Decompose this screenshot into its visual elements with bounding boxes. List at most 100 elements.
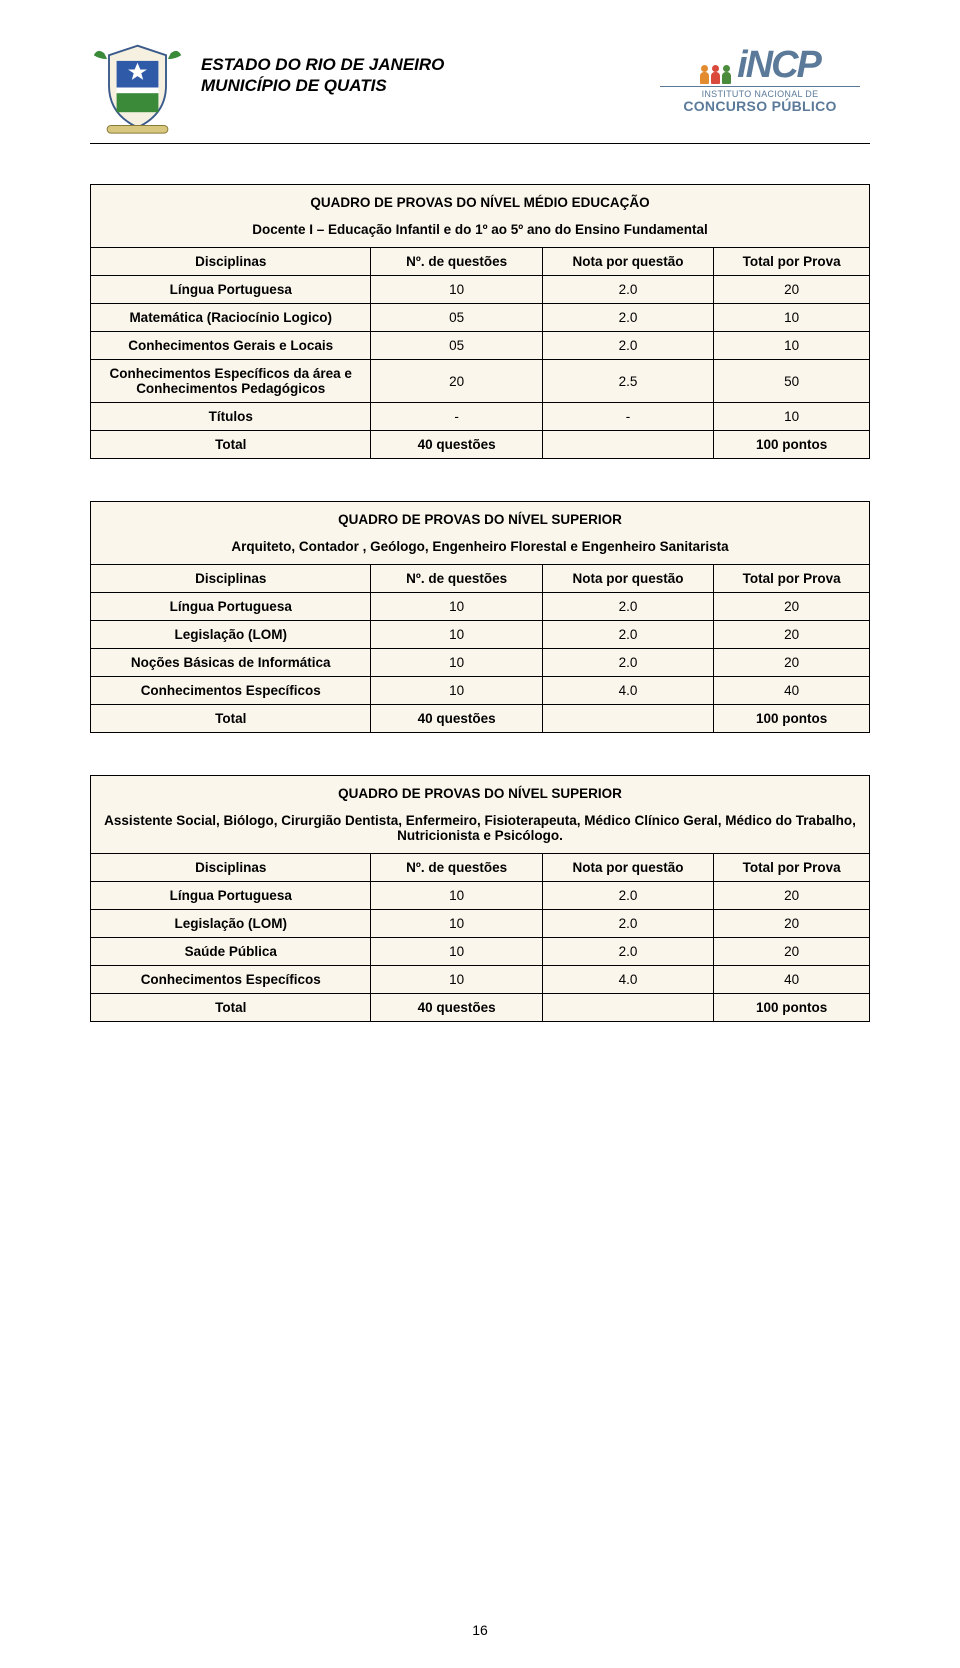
table-row: Língua Portuguesa102.020 <box>91 593 870 621</box>
table-title: QUADRO DE PROVAS DO NÍVEL MÉDIO EDUCAÇÃO… <box>91 185 870 248</box>
row-per: 2.0 <box>542 882 713 910</box>
table-row: Matemática (Raciocínio Logico)052.010 <box>91 304 870 332</box>
row-n: 05 <box>371 304 542 332</box>
incp-people-icon <box>700 65 730 84</box>
total-row: Total40 questões 100 pontos <box>91 994 870 1022</box>
table-subtitle-text: Docente I – Educação Infantil e do 1º ao… <box>101 222 859 237</box>
row-per: 2.0 <box>542 593 713 621</box>
row-total: 20 <box>714 593 870 621</box>
row-n: 10 <box>371 621 542 649</box>
row-total: 10 <box>714 304 870 332</box>
row-per: 2.0 <box>542 621 713 649</box>
table-title-text: QUADRO DE PROVAS DO NÍVEL SUPERIOR <box>101 512 859 527</box>
row-per: 2.0 <box>542 938 713 966</box>
total-n: 40 questões <box>371 705 542 733</box>
column-header: Total por Prova <box>714 248 870 276</box>
table-title: QUADRO DE PROVAS DO NÍVEL SUPERIOR Arquit… <box>91 502 870 565</box>
exam-table: QUADRO DE PROVAS DO NÍVEL SUPERIOR Assist… <box>90 775 870 1022</box>
column-header: Nota por questão <box>542 248 713 276</box>
row-per: - <box>542 403 713 431</box>
row-total: 20 <box>714 910 870 938</box>
total-total: 100 pontos <box>714 705 870 733</box>
row-label: Conhecimentos Específicos <box>91 677 371 705</box>
header-state: ESTADO DO RIO DE JANEIRO <box>201 54 634 75</box>
brand-subtitle: INSTITUTO NACIONAL DE CONCURSO PÚBLICO <box>660 86 860 113</box>
row-per: 2.0 <box>542 649 713 677</box>
column-header: Nº. de questões <box>371 565 542 593</box>
table-subtitle-text: Assistente Social, Biólogo, Cirurgião De… <box>101 813 859 843</box>
column-header: Total por Prova <box>714 854 870 882</box>
brand-logo: iNCP INSTITUTO NACIONAL DE CONCURSO PÚBL… <box>650 40 870 113</box>
row-label: Títulos <box>91 403 371 431</box>
row-label: Língua Portuguesa <box>91 882 371 910</box>
table-row: Legislação (LOM)102.020 <box>91 910 870 938</box>
table-row: Conhecimentos Específicos da área e Conh… <box>91 360 870 403</box>
total-row: Total40 questões100 pontos <box>91 431 870 459</box>
column-header: Nota por questão <box>542 854 713 882</box>
exam-table: QUADRO DE PROVAS DO NÍVEL MÉDIO EDUCAÇÃO… <box>90 184 870 459</box>
row-label: Legislação (LOM) <box>91 910 371 938</box>
column-header: Nº. de questões <box>371 248 542 276</box>
column-header: Total por Prova <box>714 565 870 593</box>
icon-dot <box>723 65 730 72</box>
row-n: 20 <box>371 360 542 403</box>
row-label: Conhecimentos Específicos <box>91 966 371 994</box>
row-total: 20 <box>714 649 870 677</box>
row-n: 05 <box>371 332 542 360</box>
row-per: 2.0 <box>542 910 713 938</box>
row-total: 20 <box>714 882 870 910</box>
row-n: 10 <box>371 677 542 705</box>
icon-dot <box>701 65 708 72</box>
icon-dot <box>712 65 719 72</box>
table-title-text: QUADRO DE PROVAS DO NÍVEL SUPERIOR <box>101 786 859 801</box>
table-row: Língua Portuguesa102.020 <box>91 882 870 910</box>
row-n: 10 <box>371 649 542 677</box>
table-row: Conhecimentos Gerais e Locais052.010 <box>91 332 870 360</box>
row-per: 2.0 <box>542 276 713 304</box>
column-header: Nº. de questões <box>371 854 542 882</box>
column-header: Nota por questão <box>542 565 713 593</box>
brand-name: iNCP <box>737 46 820 84</box>
total-n: 40 questões <box>371 431 542 459</box>
row-n: 10 <box>371 593 542 621</box>
row-n: 10 <box>371 910 542 938</box>
table-title: QUADRO DE PROVAS DO NÍVEL SUPERIOR Assist… <box>91 776 870 854</box>
row-label: Saúde Pública <box>91 938 371 966</box>
row-total: 20 <box>714 621 870 649</box>
row-label: Conhecimentos Gerais e Locais <box>91 332 371 360</box>
row-per: 4.0 <box>542 677 713 705</box>
row-total: 10 <box>714 403 870 431</box>
total-label: Total <box>91 431 371 459</box>
page-header: ESTADO DO RIO DE JANEIRO MUNICÍPIO DE QU… <box>90 40 870 135</box>
header-text: ESTADO DO RIO DE JANEIRO MUNICÍPIO DE QU… <box>201 40 634 97</box>
table-row: Conhecimentos Específicos104.040 <box>91 966 870 994</box>
row-n: - <box>371 403 542 431</box>
row-label: Noções Básicas de Informática <box>91 649 371 677</box>
total-label: Total <box>91 994 371 1022</box>
row-per: 2.5 <box>542 360 713 403</box>
total-total: 100 pontos <box>714 994 870 1022</box>
row-label: Matemática (Raciocínio Logico) <box>91 304 371 332</box>
column-header: Disciplinas <box>91 854 371 882</box>
row-total: 50 <box>714 360 870 403</box>
municipal-crest-icon <box>90 40 185 135</box>
row-per: 4.0 <box>542 966 713 994</box>
row-n: 10 <box>371 938 542 966</box>
total-per <box>542 705 713 733</box>
total-label: Total <box>91 705 371 733</box>
row-label: Legislação (LOM) <box>91 621 371 649</box>
column-header: Disciplinas <box>91 565 371 593</box>
column-header: Disciplinas <box>91 248 371 276</box>
row-label: Língua Portuguesa <box>91 276 371 304</box>
table-row: Saúde Pública102.020 <box>91 938 870 966</box>
row-total: 40 <box>714 966 870 994</box>
header-city: MUNICÍPIO DE QUATIS <box>201 75 634 96</box>
row-total: 20 <box>714 938 870 966</box>
row-total: 40 <box>714 677 870 705</box>
header-divider <box>90 143 870 144</box>
row-per: 2.0 <box>542 304 713 332</box>
total-n: 40 questões <box>371 994 542 1022</box>
row-total: 10 <box>714 332 870 360</box>
row-label: Língua Portuguesa <box>91 593 371 621</box>
table-subtitle-text: Arquiteto, Contador , Geólogo, Engenheir… <box>101 539 859 554</box>
